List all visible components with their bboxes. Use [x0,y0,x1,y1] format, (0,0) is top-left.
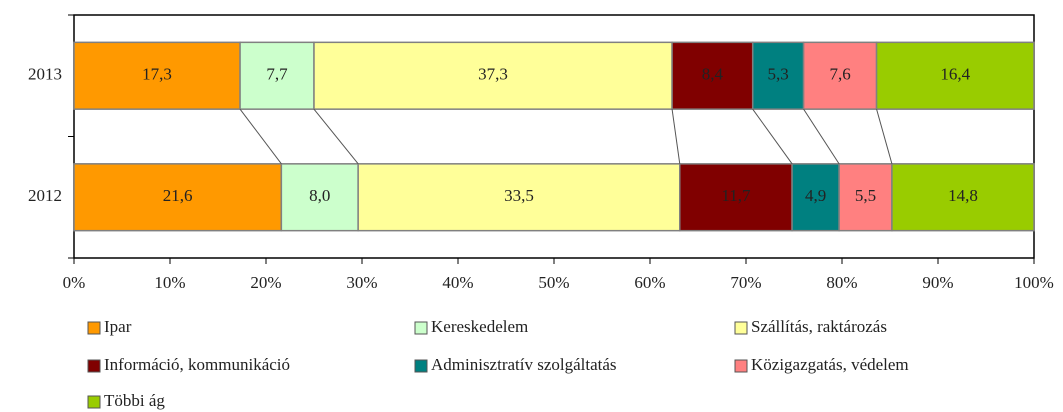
bar-segment [73,41,241,110]
x-tick-label: 60% [634,273,665,292]
data-label: 11,7 [721,186,751,205]
data-label: 8,0 [309,186,330,205]
legend-swatch [414,321,428,335]
legend-label: Adminisztratív szolgáltatás [431,355,617,374]
y-tick-label: 2012 [28,186,62,205]
legend-label: Többi ág [104,391,165,410]
bar-segment [313,41,673,110]
x-tick-label: 90% [922,273,953,292]
x-tick-label: 10% [154,273,185,292]
x-tick-label: 50% [538,273,569,292]
bar-segment [838,163,893,232]
legend-swatch [734,321,748,335]
legend-label: Közigazgatás, védelem [751,355,909,374]
series-line [803,108,840,165]
data-label: 5,3 [768,65,789,84]
bar-segment [280,163,359,232]
x-tick-label: 40% [442,273,473,292]
bar-segment [357,163,681,232]
data-label: 8,4 [702,65,724,84]
bar-segment [73,163,283,232]
data-label: 21,6 [163,186,193,205]
data-label: 7,6 [829,65,850,84]
legend-swatch [414,359,428,373]
data-label: 33,5 [504,186,534,205]
data-label: 16,4 [940,65,970,84]
series-line [752,108,793,165]
x-tick-label: 80% [826,273,857,292]
data-label: 14,8 [948,186,978,205]
legend-label: Kereskedelem [431,317,528,336]
legend-swatch [87,321,101,335]
series-line [239,108,282,165]
bar-segment [875,41,1035,110]
bar-segment [891,163,1035,232]
x-tick-label: 100% [1014,273,1054,292]
data-label: 4,9 [805,186,826,205]
series-line [671,109,681,164]
legend-swatch [734,359,748,373]
x-tick-label: 30% [346,273,377,292]
x-tick-label: 70% [730,273,761,292]
data-label: 5,5 [855,186,876,205]
x-tick-label: 0% [63,273,86,292]
bar-segment [679,163,793,232]
bar-segment [671,41,754,110]
y-tick-label: 2013 [28,65,62,84]
x-tick-label: 20% [250,273,281,292]
legend-label: Információ, kommunikáció [104,355,290,374]
bar-segment [791,163,840,232]
data-label: 37,3 [478,65,508,84]
series-line [313,108,359,165]
legend-label: Szállítás, raktározás [751,317,887,336]
bar-segment [751,41,805,110]
bar-segment [802,41,878,110]
data-label: 7,7 [266,65,288,84]
legend-swatch [87,359,101,373]
series-line [876,109,893,164]
legend-label: Ipar [104,317,132,336]
legend-swatch [87,395,101,409]
data-label: 17,3 [142,65,172,84]
